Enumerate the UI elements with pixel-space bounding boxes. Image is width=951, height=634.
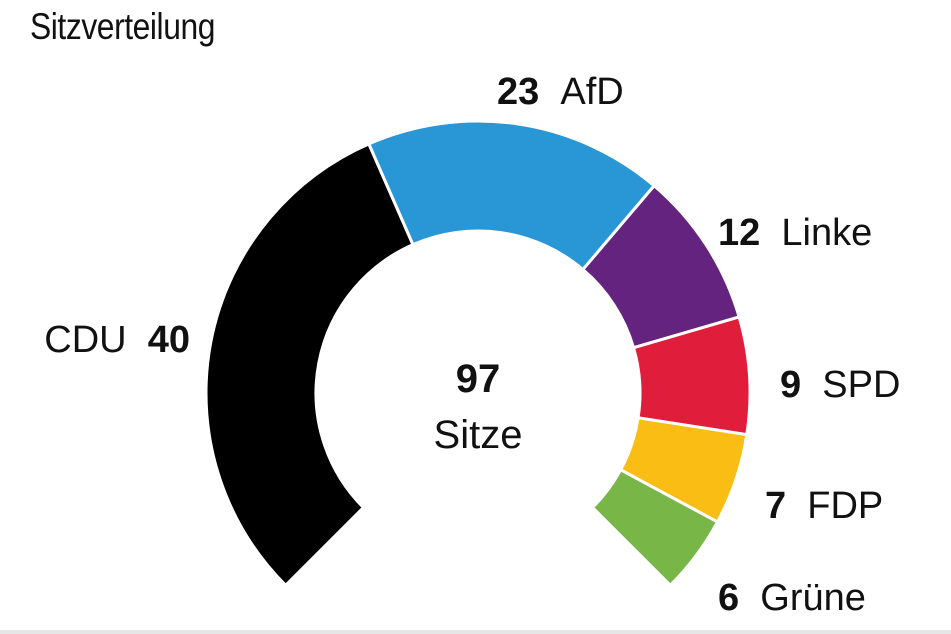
party-name: CDU — [44, 319, 126, 361]
seat-count: 7 — [765, 485, 786, 527]
data-label-afd: 23 AfD — [497, 71, 624, 113]
seat-count: 40 — [148, 319, 190, 361]
data-label-fdp: 7 FDP — [765, 485, 883, 527]
arc-segment-grne — [590, 467, 720, 588]
total-seats-value: 97 — [456, 357, 501, 401]
chart-title: Sitzverteilung — [30, 6, 215, 47]
seat-count: 23 — [497, 71, 539, 113]
party-name: Linke — [781, 212, 872, 254]
seat-count: 9 — [780, 364, 801, 406]
bottom-border — [0, 630, 951, 634]
arc-segment-afd — [366, 119, 657, 272]
data-label-linke: 12 Linke — [718, 212, 872, 254]
arc-segment-cdu — [204, 141, 415, 588]
party-name: FDP — [807, 485, 883, 527]
data-label-cdu: CDU 40 — [44, 319, 190, 361]
data-label-spd: 9 SPD — [780, 364, 900, 406]
seat-count: 12 — [718, 212, 760, 254]
seat-count: 6 — [718, 577, 739, 619]
data-label-grne: 6 Grüne — [718, 577, 866, 619]
party-name: AfD — [560, 71, 623, 113]
party-name: SPD — [822, 364, 900, 406]
total-seats-label: Sitze — [434, 413, 523, 457]
party-name: Grüne — [760, 577, 866, 619]
